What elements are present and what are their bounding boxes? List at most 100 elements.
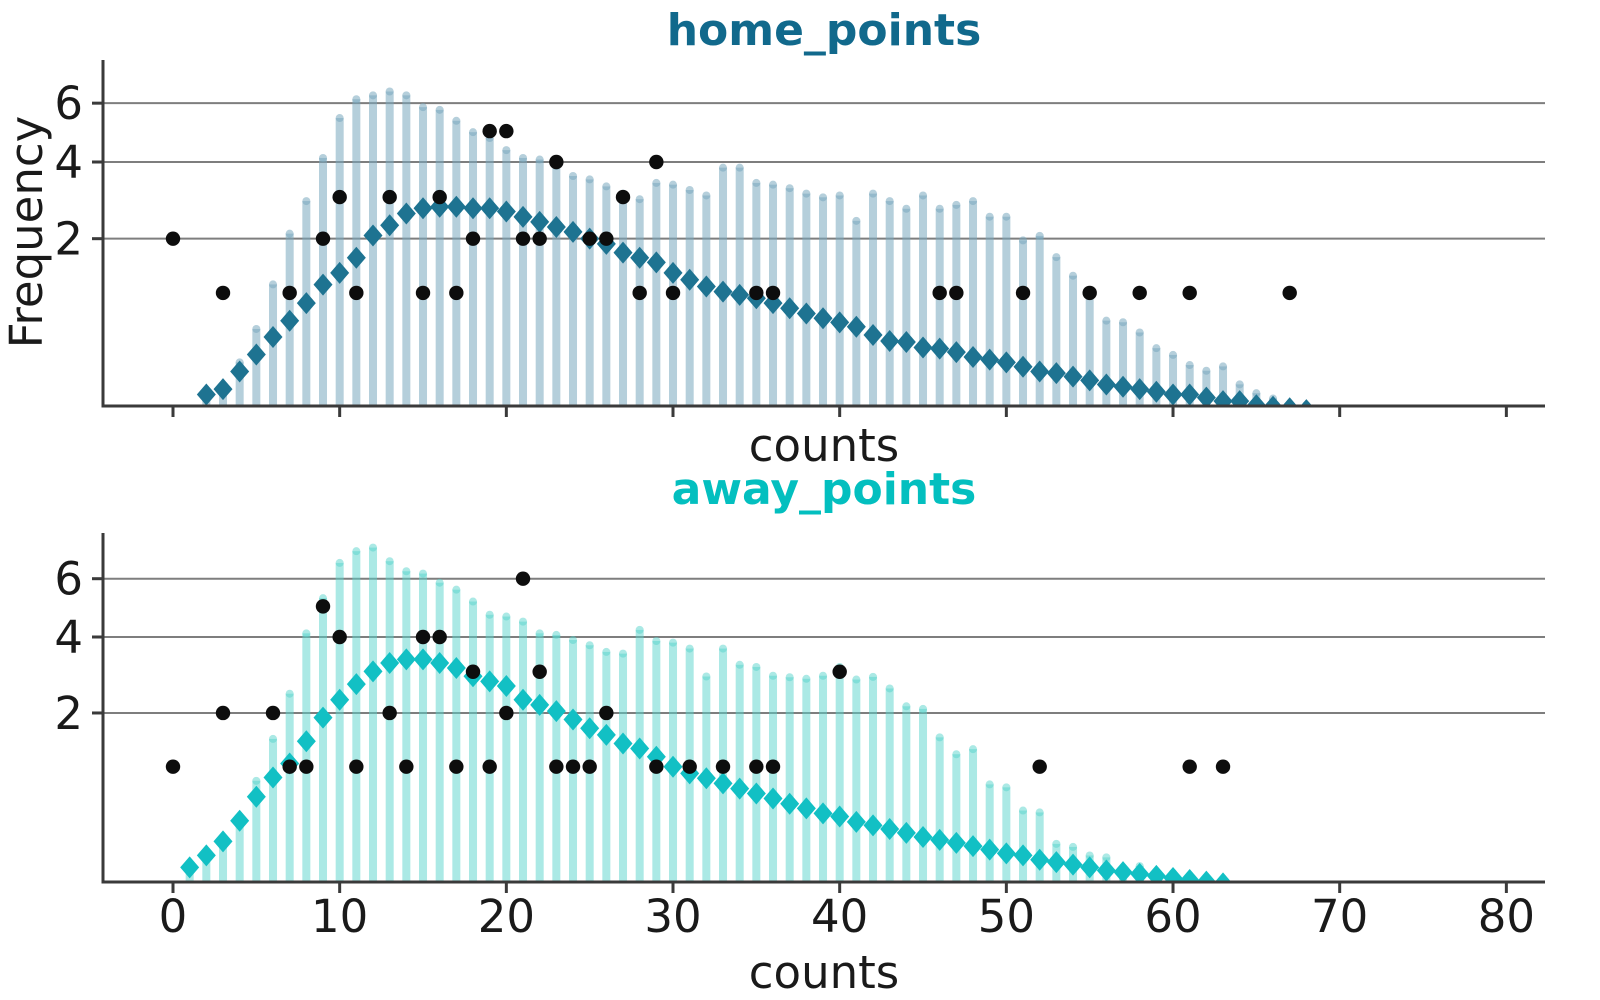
observed-dot	[499, 705, 514, 721]
pp-sample-bar-cap	[485, 610, 494, 619]
pp-sample-bar	[885, 688, 894, 882]
pp-mean-diamond	[980, 838, 1000, 861]
observed-dot	[649, 759, 664, 774]
observed-dot	[449, 285, 464, 301]
pp-mean-diamond	[346, 673, 366, 696]
x-axis-label-away: counts	[749, 946, 899, 999]
pp-sample-bar	[552, 166, 561, 406]
pp-sample-bar	[485, 138, 494, 406]
pp-sample-bar-cap	[652, 637, 661, 645]
pp-sample-bar-cap	[435, 105, 444, 114]
pp-sample-bar-cap	[352, 95, 361, 104]
data-layer	[165, 87, 1342, 406]
observed-dot	[765, 285, 781, 301]
pp-sample-bar-cap	[319, 153, 328, 162]
pp-mean-diamond	[496, 200, 516, 223]
pp-sample-bar	[702, 195, 711, 406]
pp-sample-bar	[619, 193, 628, 406]
pp-mean-diamond	[1130, 862, 1150, 882]
observed-dot	[299, 759, 314, 774]
pp-sample-bar-cap	[1085, 851, 1094, 860]
pp-mean-diamond	[830, 805, 850, 828]
pp-sample-bar	[369, 95, 378, 406]
pp-mean-diamond	[963, 346, 983, 369]
observed-dots	[165, 571, 1231, 774]
pp-mean-diamond	[563, 220, 583, 243]
pp-sample-bar	[252, 328, 261, 406]
pp-sample-bar	[302, 633, 311, 882]
y-tick-label: 4	[54, 136, 83, 189]
pp-sample-bar	[1035, 235, 1044, 406]
y-tick-label: 4	[54, 611, 83, 664]
pp-sample-bar	[1119, 322, 1128, 406]
pp-mean-diamond	[763, 787, 783, 810]
pp-mean-diamond	[530, 210, 550, 233]
observed-dot	[332, 189, 347, 205]
pp-sample-bar-cap	[669, 638, 678, 647]
pp-mean-diamond	[480, 670, 500, 693]
pp-mean-diamond	[680, 268, 700, 291]
pp-mean-diamond	[1180, 383, 1200, 406]
observed-dot	[532, 664, 547, 679]
pp-sample-bar-cap	[685, 186, 694, 195]
pp-mean-diamond	[1063, 365, 1083, 388]
pp-mean-diamond	[1063, 853, 1083, 876]
pp-sample-bar	[952, 754, 961, 882]
pp-sample-bar	[252, 780, 261, 882]
pp-mean-diamond	[346, 246, 366, 269]
pp-mean-diamond	[396, 202, 416, 225]
pp-sample-bar-cap	[452, 585, 461, 594]
pp-mean-diamond	[413, 197, 433, 220]
pp-sample-bars	[185, 543, 1243, 882]
pp-mean-diamond	[246, 785, 266, 808]
observed-dot	[1182, 759, 1197, 774]
observed-dot	[415, 285, 431, 301]
pp-sample-bar-cap	[469, 128, 478, 137]
pp-mean-diamond	[330, 688, 350, 711]
x-axis	[171, 406, 1508, 417]
pp-sample-bar	[385, 561, 394, 882]
pp-sample-bar	[802, 678, 811, 882]
pp-sample-bar	[452, 589, 461, 882]
pp-mean-diamond	[213, 830, 233, 853]
pp-sample-bar	[502, 616, 511, 882]
pp-sample-bar-cap	[285, 229, 294, 238]
pp-sample-bar	[335, 562, 344, 882]
pp-sample-bar-cap	[752, 178, 761, 187]
pp-mean-diamond	[1214, 872, 1232, 882]
pp-sample-bar-cap	[935, 204, 944, 213]
pp-sample-bar	[785, 188, 794, 406]
pp-sample-bar	[985, 216, 994, 406]
pp-mean-diamond	[513, 205, 533, 228]
pp-mean-diamond	[646, 251, 666, 274]
pp-mean-diamond	[413, 648, 433, 671]
observed-dot	[582, 759, 597, 774]
pp-sample-bar	[635, 199, 644, 406]
pp-mean-diamond	[530, 693, 550, 716]
pp-sample-bar	[852, 220, 861, 406]
pp-mean-diamond	[1013, 355, 1033, 378]
pp-sample-bar	[769, 675, 778, 882]
pp-sample-bar	[969, 749, 978, 882]
pp-sample-bar	[535, 633, 544, 882]
observed-dot	[215, 705, 231, 721]
pp-sample-bar	[419, 573, 428, 882]
pp-sample-bar	[785, 677, 794, 882]
pp-mean-diamond	[1046, 851, 1066, 874]
panel-title-home: home_points	[667, 5, 982, 56]
x-tick-label: 70	[1311, 890, 1368, 943]
pp-sample-bar	[452, 120, 461, 406]
observed-dot	[482, 123, 497, 139]
pp-mean-diamond	[1046, 362, 1066, 385]
pp-sample-bar-cap	[1035, 231, 1044, 240]
pp-sample-bar	[352, 551, 361, 882]
pp-mean-diamond	[1096, 859, 1116, 882]
pp-mean-diamond	[296, 292, 316, 315]
pp-sample-bar-cap	[569, 636, 578, 645]
pp-sample-bar	[519, 621, 528, 882]
pp-sample-bar-cap	[1185, 361, 1194, 370]
y-tick-label: 6	[54, 553, 83, 606]
pp-sample-bar-cap	[902, 702, 911, 711]
pp-sample-bar-cap	[1002, 212, 1011, 221]
pp-sample-bar-cap	[885, 197, 894, 206]
